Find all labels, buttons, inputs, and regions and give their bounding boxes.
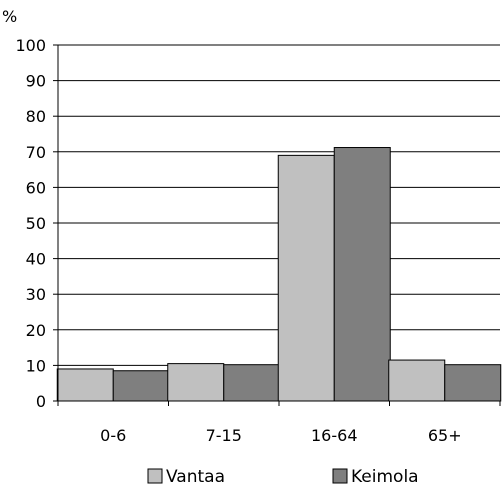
legend-label-vantaa: Vantaa <box>166 467 225 487</box>
x-tick-label: 0-6 <box>100 426 126 445</box>
x-tick-label: 7-15 <box>206 426 242 445</box>
bar-vantaa-16-64 <box>277 154 335 402</box>
y-tick-label: 70 <box>26 143 46 162</box>
legend-swatch-vantaa <box>147 468 163 484</box>
y-tick-label: 0 <box>36 392 46 411</box>
bar-keimola-16-64 <box>333 147 391 402</box>
y-tick-label: 60 <box>26 178 46 197</box>
y-tick-label: 10 <box>26 356 46 375</box>
bars <box>56 147 502 402</box>
y-tick-label: 40 <box>26 250 46 269</box>
bar-vantaa-0-6 <box>56 368 114 402</box>
y-axis-unit-label: % <box>2 7 17 26</box>
bar-keimola-7-15 <box>223 364 281 402</box>
y-tick-label: 30 <box>26 285 46 304</box>
legend-label-keimola: Keimola <box>351 467 419 487</box>
y-tick-label: 80 <box>26 107 46 126</box>
bar-keimola-65+ <box>444 364 502 402</box>
bar-keimola-0-6 <box>112 370 170 402</box>
y-tick-label: 50 <box>26 214 46 233</box>
y-axis-ticks: 0 10 20 30 40 50 60 70 80 90 100 <box>15 36 58 411</box>
x-tick-label: 65+ <box>428 426 462 445</box>
x-axis-ticks: 0-6 7-15 16-64 65+ <box>57 401 501 445</box>
x-tick-label: 16-64 <box>311 426 358 445</box>
legend: Vantaa Keimola <box>147 467 419 487</box>
y-tick-label: 20 <box>26 321 46 340</box>
legend-swatch-keimola <box>332 468 348 484</box>
y-tick-label: 100 <box>15 36 46 55</box>
bar-vantaa-7-15 <box>167 363 225 402</box>
bar-vantaa-65+ <box>388 359 446 402</box>
y-tick-label: 90 <box>26 72 46 91</box>
